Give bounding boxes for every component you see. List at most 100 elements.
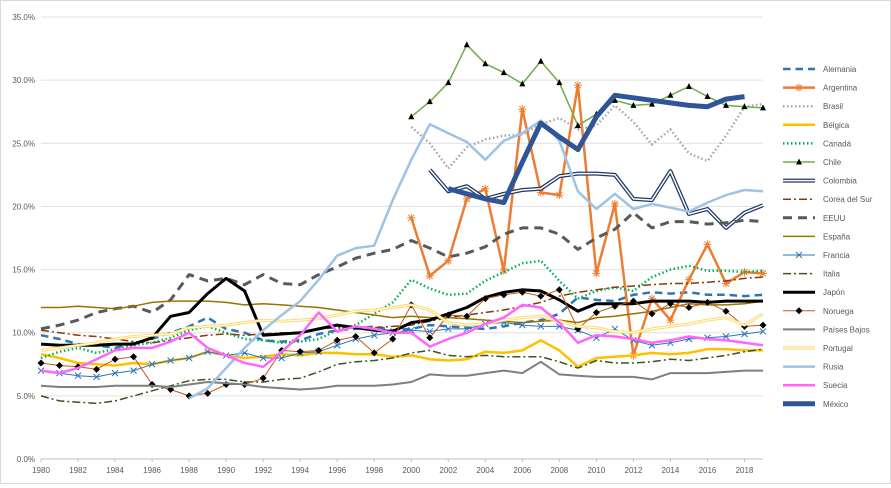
legend-item-japon: Japón	[783, 288, 845, 297]
data-point	[741, 330, 748, 338]
data-point	[204, 389, 212, 397]
data-point	[37, 359, 45, 367]
data-point	[148, 360, 156, 368]
legend-item-chile: Chile	[783, 158, 842, 167]
series-line-espana	[41, 300, 764, 324]
data-point	[333, 336, 341, 344]
data-point	[111, 355, 119, 363]
data-point	[482, 60, 489, 67]
x-tick-label: 1988	[180, 466, 198, 475]
data-point	[630, 101, 637, 108]
legend-item-portugal: Portugal	[783, 344, 853, 353]
data-point	[481, 184, 490, 193]
data-point	[426, 98, 433, 105]
series-line-japon	[40, 276, 763, 347]
data-point	[741, 103, 748, 110]
series-alemania	[40, 291, 764, 350]
legend-label: Colombia	[823, 177, 857, 186]
data-point	[759, 321, 767, 329]
data-point	[666, 316, 675, 325]
x-tick-label: 2014	[662, 466, 680, 475]
x-tick-label: 2008	[550, 466, 568, 475]
legend-label: Canadá	[823, 139, 852, 148]
legend-item-brasil: Brasil	[783, 102, 843, 111]
data-point	[445, 79, 452, 86]
data-point	[111, 369, 119, 377]
data-point	[296, 348, 304, 356]
data-point	[407, 213, 416, 222]
series-line-chile	[410, 44, 764, 127]
y-tick-label: 0.0%	[17, 455, 35, 464]
series-line-canada	[40, 259, 764, 360]
y-tick-label: 25.0%	[12, 139, 35, 148]
y-tick-label: 10.0%	[12, 329, 35, 338]
legend-item-alemania: Alemania	[783, 65, 857, 74]
legend-label: Alemania	[823, 65, 857, 74]
legend-label: Japón	[823, 288, 845, 297]
legend-item-espana: España	[783, 232, 851, 241]
series-line-francia	[40, 322, 764, 378]
data-point	[352, 333, 360, 341]
legend-item-paises-bajos: Países Bajos	[783, 325, 870, 334]
data-point	[444, 256, 453, 265]
legend-item-mexico: México	[783, 400, 849, 409]
data-point	[537, 323, 545, 330]
legend-marker	[795, 307, 803, 315]
x-tick-label: 2000	[402, 466, 420, 475]
data-point	[130, 367, 137, 374]
legend-item-noruega: Noruega	[783, 307, 854, 316]
legend-label: Italia	[823, 270, 840, 279]
data-point	[722, 307, 730, 315]
legend-item-italia: Italia	[783, 270, 840, 279]
series-rusia	[188, 119, 764, 400]
legend-label: EEUU	[823, 214, 845, 223]
data-point	[500, 291, 508, 299]
data-point	[370, 349, 378, 357]
data-point	[722, 333, 730, 340]
data-point	[555, 286, 563, 294]
data-point	[759, 328, 767, 335]
data-point	[666, 300, 674, 308]
data-point	[389, 335, 397, 343]
data-point	[703, 298, 711, 306]
data-point	[611, 96, 618, 103]
data-point	[370, 331, 378, 339]
data-point	[648, 310, 656, 318]
legend-label: Bélgica	[823, 121, 850, 130]
data-point	[518, 105, 527, 114]
data-point	[408, 113, 415, 120]
legend-item-canada: Canadá	[783, 139, 852, 148]
legend-item-belgica: Bélgica	[783, 121, 850, 130]
series-line-paises-bajos	[40, 360, 763, 391]
data-point	[629, 297, 637, 305]
data-point	[573, 81, 582, 90]
data-point	[574, 122, 581, 129]
data-point	[684, 275, 693, 284]
legend-item-eeuu: EEUU	[783, 214, 845, 223]
series-line-belgica	[40, 339, 763, 369]
data-point	[519, 80, 526, 87]
x-tick-label: 2010	[587, 466, 605, 475]
data-point	[555, 191, 564, 200]
data-point	[167, 357, 174, 364]
data-point	[426, 334, 434, 342]
series-portugal	[40, 303, 764, 352]
y-tick-label: 30.0%	[12, 76, 35, 85]
data-point	[259, 354, 267, 362]
x-tick-label: 1992	[254, 466, 272, 475]
legend-label: Chile	[823, 158, 842, 167]
series-lines	[37, 41, 767, 405]
data-point	[759, 269, 767, 278]
data-point	[685, 82, 692, 89]
legend-label: Rusia	[823, 363, 844, 372]
legend-item-argentina: Argentina	[783, 83, 858, 93]
legend-label: México	[823, 400, 849, 409]
legend-label: Suecia	[823, 381, 848, 390]
x-tick-label: 1996	[328, 466, 346, 475]
data-point	[760, 104, 766, 111]
axes: 0.0% 5.0% 10.0% 15.0% 20.0% 25.0% 30.0% 35.0% 19…	[12, 13, 754, 475]
gridlines	[41, 16, 763, 460]
x-tick-label: 2004	[476, 466, 494, 475]
series-italia	[40, 348, 764, 405]
